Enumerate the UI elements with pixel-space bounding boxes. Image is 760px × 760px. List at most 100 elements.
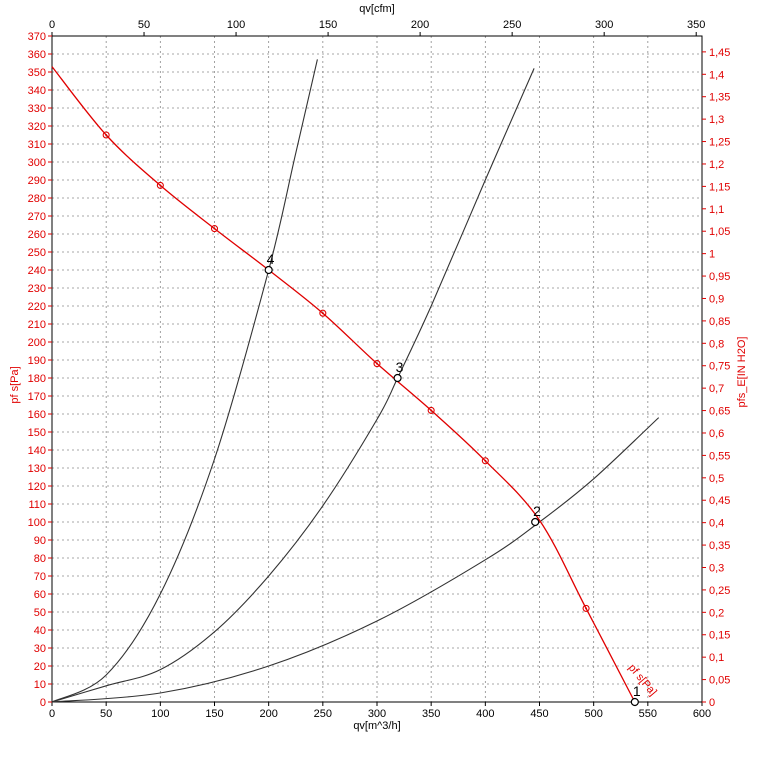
y-axis-label-left: pf s[Pa] <box>9 366 21 403</box>
x-tick-label-bottom: 0 <box>49 708 55 720</box>
operating-point-label: 4 <box>267 251 275 267</box>
y-tick-label-left: 170 <box>28 391 46 403</box>
x-tick-label-top: 150 <box>319 19 337 31</box>
system-curve <box>51 59 318 703</box>
y-tick-label-right: 0,6 <box>709 428 724 440</box>
y-tick-label-left: 20 <box>34 661 46 673</box>
x-tick-label-top: 50 <box>138 19 150 31</box>
y-tick-label-right: 1,2 <box>709 159 724 171</box>
fan-curve-marker <box>319 309 327 317</box>
operating-point-label: 3 <box>396 359 404 375</box>
y-tick-label-left: 190 <box>28 355 46 367</box>
fan-curve-marker-dot <box>430 409 433 412</box>
y-tick-label-left: 370 <box>28 31 46 43</box>
operating-point-label: 2 <box>533 503 541 519</box>
fan-curve-marker-dot <box>159 184 162 187</box>
fan-curve-marker <box>373 360 381 368</box>
y-tick-label-left: 150 <box>28 427 46 439</box>
fan-curve-line <box>51 66 636 703</box>
fan-curve-marker-dot <box>376 362 378 365</box>
y-tick-label-right: 1,15 <box>709 181 730 193</box>
y-tick-label-right: 1 <box>709 249 715 261</box>
y-tick-label-left: 340 <box>28 85 46 97</box>
y-tick-label-left: 140 <box>28 445 46 457</box>
y-axis-label-right: pfs_E[IN H2O] <box>736 337 748 408</box>
x-tick-label-top: 200 <box>411 19 429 31</box>
y-tick-label-right: 0,95 <box>709 271 730 283</box>
x-tick-label-bottom: 250 <box>314 708 332 720</box>
y-tick-label-right: 0,15 <box>709 630 730 642</box>
x-tick-label-top: 300 <box>595 19 613 31</box>
y-tick-label-right: 0 <box>709 697 715 709</box>
y-tick-label-right: 0,65 <box>709 406 730 418</box>
y-tick-label-right: 0,9 <box>709 293 724 305</box>
x-tick-label-bottom: 500 <box>584 708 602 720</box>
y-tick-label-left: 130 <box>28 463 46 475</box>
x-tick-label-top: 350 <box>687 19 705 31</box>
y-tick-label-left: 230 <box>28 283 46 295</box>
y-tick-label-left: 300 <box>28 157 46 169</box>
x-tick-label-bottom: 350 <box>422 708 440 720</box>
x-axis-label-bottom: qv[m^3/h] <box>353 720 400 732</box>
y-tick-label-left: 250 <box>28 247 46 259</box>
operating-point <box>630 697 639 707</box>
y-tick-label-left: 260 <box>28 229 46 241</box>
y-tick-label-right: 0,7 <box>709 383 724 395</box>
y-tick-label-right: 1,25 <box>709 137 730 149</box>
x-tick-label-bottom: 100 <box>151 708 169 720</box>
x-tick-label-top: 250 <box>503 19 521 31</box>
y-tick-label-left: 10 <box>34 679 46 691</box>
operating-points: 1 2 3 4 <box>264 251 641 707</box>
operating-point <box>264 265 273 275</box>
x-tick-label-bottom: 600 <box>693 708 711 720</box>
y-tick-label-left: 220 <box>28 301 46 313</box>
y-tick-label-right: 0,05 <box>709 675 730 687</box>
x-tick-label-bottom: 50 <box>100 708 112 720</box>
y-tick-label-left: 80 <box>34 553 46 565</box>
y-tick-label-right: 0,8 <box>709 338 724 350</box>
x-tick-label-top: 100 <box>227 19 245 31</box>
fan-curve-marker <box>582 604 590 612</box>
y-tick-label-right: 0,55 <box>709 450 730 462</box>
y-tick-label-right: 1,45 <box>709 47 730 59</box>
y-tick-label-left: 60 <box>34 589 46 601</box>
y-tick-label-left: 320 <box>28 121 46 133</box>
operating-point-label: 1 <box>633 683 641 699</box>
y-tick-label-right: 0,2 <box>709 607 724 619</box>
y-tick-label-left: 180 <box>28 373 46 385</box>
fan-curve-marker <box>481 457 489 465</box>
fan-curve-marker-dot <box>321 312 324 315</box>
y-tick-label-right: 1,35 <box>709 92 730 104</box>
y-tick-label-left: 280 <box>28 193 46 205</box>
fan-curve-group <box>51 66 636 703</box>
y-tick-label-right: 0,3 <box>709 562 724 574</box>
y-tick-label-left: 110 <box>28 499 46 511</box>
system-curve <box>51 68 535 703</box>
x-tick-label-bottom: 450 <box>530 708 548 720</box>
y-tick-label-left: 240 <box>28 265 46 277</box>
y-tick-label-right: 0,35 <box>709 540 730 552</box>
y-tick-label-right: 1,05 <box>709 226 730 238</box>
y-tick-label-right: 0,4 <box>709 518 724 530</box>
y-tick-label-left: 310 <box>28 139 46 151</box>
operating-point <box>531 517 540 527</box>
y-tick-label-left: 160 <box>28 409 46 421</box>
fan-curve-marker-dot <box>585 607 588 610</box>
y-tick-label-right: 1,3 <box>709 114 724 126</box>
y-tick-label-right: 1,4 <box>709 69 724 81</box>
y-tick-label-left: 70 <box>34 571 46 583</box>
system-curves <box>51 59 660 703</box>
fan-curve-marker-dot <box>105 134 108 136</box>
y-tick-label-left: 200 <box>28 337 46 349</box>
y-tick-label-right: 0,5 <box>709 473 724 485</box>
x-tick-label-bottom: 300 <box>368 708 386 720</box>
x-tick-label-bottom: 200 <box>259 708 277 720</box>
y-tick-label-right: 0,1 <box>709 652 724 664</box>
y-tick-label-left: 350 <box>28 67 46 79</box>
y-tick-label-right: 0,85 <box>709 316 730 328</box>
y-tick-label-left: 90 <box>34 535 46 547</box>
y-tick-label-left: 30 <box>34 643 46 655</box>
y-tick-label-right: 0,45 <box>709 495 730 507</box>
y-tick-label-right: 0,25 <box>709 585 730 597</box>
fan-curve-marker <box>102 131 110 139</box>
